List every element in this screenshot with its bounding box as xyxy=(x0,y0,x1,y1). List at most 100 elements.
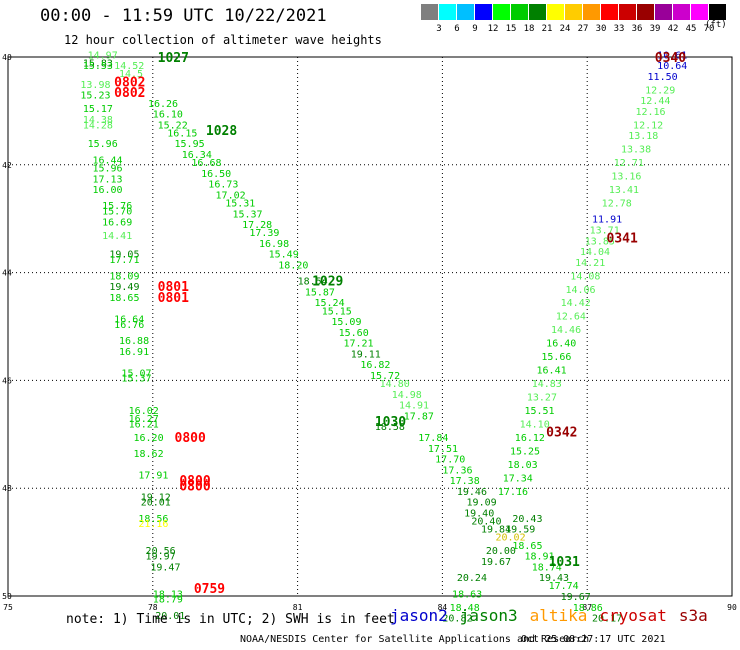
wave-height-label: 20.40 xyxy=(471,517,501,528)
color-swatch xyxy=(421,4,438,20)
wave-height-label: 15.37 xyxy=(121,374,151,385)
wave-height-label: 20.24 xyxy=(457,573,487,584)
wave-height-label: 18.62 xyxy=(133,449,163,460)
pass-time-label: 0800 xyxy=(179,474,210,489)
wave-height-label: 18.65 xyxy=(512,541,542,552)
wave-height-label: 15.96 xyxy=(88,139,118,150)
wave-height-label: 19.09 xyxy=(467,498,497,509)
color-scale-label: 6 xyxy=(454,24,460,34)
wave-height-label: 12.16 xyxy=(635,107,665,118)
pass-time-label: 0800 xyxy=(175,431,206,446)
pass-time-label: 1027 xyxy=(158,51,189,66)
wave-height-label: 19.67 xyxy=(481,557,511,568)
wave-height-label: 14.5 xyxy=(119,69,143,80)
wave-height-label: 18.09 xyxy=(109,271,139,282)
wave-height-label: 18.54 xyxy=(298,277,328,288)
wave-height-label: 16.20 xyxy=(133,433,163,444)
wave-height-label: 14.04 xyxy=(580,247,610,258)
wave-height-label: 19.12 xyxy=(141,492,171,503)
wave-height-label: 20.56 xyxy=(146,546,176,557)
lat-tick-label: 40 xyxy=(2,53,12,62)
wave-height-label: 17.34 xyxy=(503,473,533,484)
wave-height-label: 16.02 xyxy=(129,406,159,417)
wave-height-label: 14.83 xyxy=(532,379,562,390)
wave-height-label: 16.15 xyxy=(167,128,197,139)
color-scale-label: 36 xyxy=(631,24,643,34)
wave-height-label: 15.31 xyxy=(225,199,255,210)
pass-time-label: 1028 xyxy=(206,124,237,139)
wave-height-label: 13.16 xyxy=(611,172,641,183)
wave-height-label: 19.47 xyxy=(150,562,180,573)
color-scale-label: 21 xyxy=(541,24,553,34)
wave-height-label: 12.64 xyxy=(556,312,586,323)
wave-height-label: 14.06 xyxy=(565,285,595,296)
wave-height-label: 18.58 xyxy=(375,422,405,433)
wave-height-label: 17.36 xyxy=(442,465,472,476)
wave-height-label: 18.79 xyxy=(153,595,183,606)
color-scale-label: 70 xyxy=(703,24,715,34)
wave-height-label: 18.65 xyxy=(109,293,139,304)
pass-time-label: 0802 xyxy=(114,86,145,101)
wave-height-label: 14.98 xyxy=(392,390,422,401)
color-swatch xyxy=(637,4,654,20)
wave-height-label: 12.78 xyxy=(602,199,632,210)
wave-height-label: 18.03 xyxy=(508,460,538,471)
wave-height-label: 16.64 xyxy=(114,314,144,325)
pass-time-label: 0800 xyxy=(179,480,210,495)
wave-height-label: 11.91 xyxy=(592,215,622,226)
lat-tick-label: 48 xyxy=(2,484,12,493)
wave-height-label: 16.27 xyxy=(129,414,159,425)
wave-height-label: 18.74 xyxy=(532,562,562,573)
wave-height-label: 15.66 xyxy=(541,352,571,363)
wave-height-label: 15.25 xyxy=(510,446,540,457)
lon-tick-label: 81 xyxy=(293,603,303,612)
wave-height-label: 13.85 xyxy=(585,236,615,247)
wave-height-label: 19.97 xyxy=(146,552,176,563)
color-swatch xyxy=(529,4,546,20)
wave-height-label: 19.40 xyxy=(464,508,494,519)
wave-height-label: 16.88 xyxy=(119,336,149,347)
wave-height-label: 14.41 xyxy=(102,231,132,242)
wave-height-label: 14.10 xyxy=(520,420,550,431)
wave-height-label: 14.80 xyxy=(380,379,410,390)
wave-height-label: 14.21 xyxy=(575,258,605,269)
wave-height-label: 20.43 xyxy=(512,514,542,525)
pass-time-label: 1031 xyxy=(549,555,580,570)
wave-height-label: 19.49 xyxy=(109,282,139,293)
wave-height-label: 18.86 xyxy=(573,603,603,614)
wave-height-label: 17.13 xyxy=(92,174,122,185)
wave-height-label: 15.22 xyxy=(158,120,188,131)
wave-height-label: 16.91 xyxy=(119,347,149,358)
wave-height-label: 10.64 xyxy=(657,61,687,72)
color-swatch xyxy=(457,4,474,20)
wave-height-label: 15.53 xyxy=(83,61,113,72)
lat-tick-label: 50 xyxy=(2,592,12,601)
wave-height-label: 18.63 xyxy=(452,589,482,600)
color-scale-label: 33 xyxy=(613,24,625,34)
wave-height-label: 17.02 xyxy=(216,190,246,201)
color-swatch xyxy=(511,4,528,20)
wave-height-label: 12.44 xyxy=(640,96,670,107)
color-scale-label: 12 xyxy=(487,24,499,34)
map-subtitle: 12 hour collection of altimeter wave hei… xyxy=(64,33,382,47)
lon-tick-label: 87 xyxy=(582,603,592,612)
wave-height-label: 13.18 xyxy=(628,131,658,142)
wave-height-label: 13.38 xyxy=(621,145,651,156)
wave-height-label: 17.39 xyxy=(249,228,279,239)
wave-height-label: 15.51 xyxy=(524,406,554,417)
wave-height-label: 17.51 xyxy=(428,444,458,455)
wave-height-label: 14.42 xyxy=(561,298,591,309)
wave-height-label: 16.34 xyxy=(182,150,212,161)
wave-height-label: 17.38 xyxy=(450,476,480,487)
color-swatch xyxy=(439,4,456,20)
color-swatch xyxy=(673,4,690,20)
color-scale-label: 30 xyxy=(595,24,607,34)
mission-jason3: jason3 xyxy=(459,606,518,625)
color-scale-label: 42 xyxy=(667,24,679,34)
pass-time-label: 0340 xyxy=(655,51,686,66)
lon-tick-label: 84 xyxy=(438,603,448,612)
lat-tick-label: 42 xyxy=(2,161,12,170)
